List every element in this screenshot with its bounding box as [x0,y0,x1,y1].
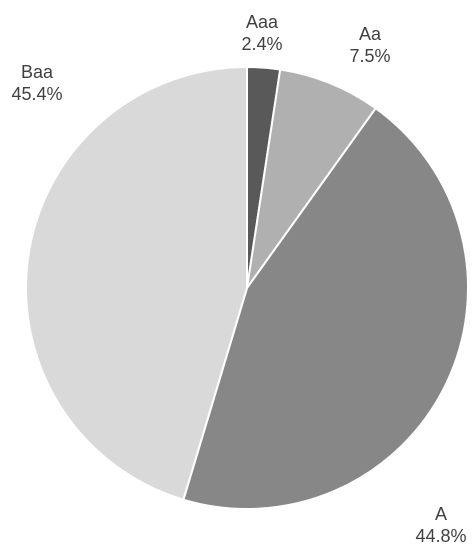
slice-value-aa: 7.5% [349,46,390,66]
slice-value-a: 44.8% [415,526,466,546]
pie-slice-aa [246,68,377,289]
slice-value-baa: 45.4% [11,84,62,104]
pie-slices [25,65,469,510]
pie-slice-a [182,107,469,510]
slice-label-a: A [435,504,447,524]
slice-label-aaa: Aaa [246,12,279,32]
pie-slice-baa [25,66,248,501]
slice-label-aa: Aa [359,24,382,44]
slice-value-aaa: 2.4% [241,34,282,54]
slice-label-baa: Baa [21,62,54,82]
